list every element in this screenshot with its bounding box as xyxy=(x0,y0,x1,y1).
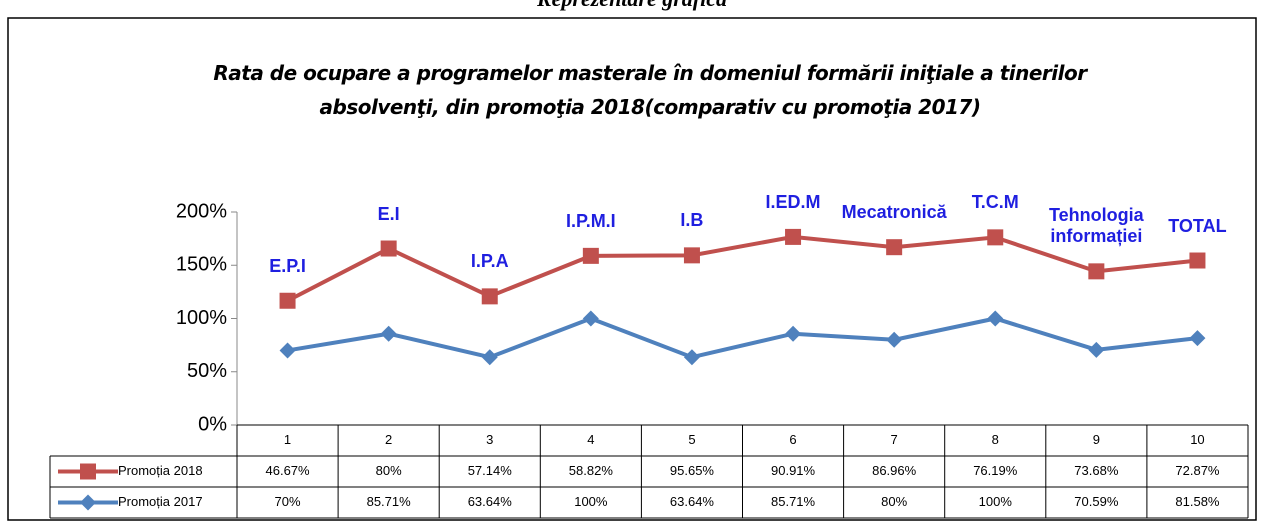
x-tick-label: 6 xyxy=(789,432,796,447)
x-tick-label: 8 xyxy=(992,432,999,447)
table-value: 100% xyxy=(574,494,608,509)
point-label: T.C.M xyxy=(971,192,1019,213)
table-value: 63.64% xyxy=(670,494,715,509)
point-label: TOTAL xyxy=(1168,215,1227,236)
x-tick-label: 2 xyxy=(385,432,392,447)
point xyxy=(279,342,296,359)
table-value: 63.64% xyxy=(468,494,513,509)
point-label: I.B xyxy=(680,210,704,231)
y-tick-label: 200% xyxy=(176,200,227,222)
table-value: 46.67% xyxy=(266,463,311,478)
legend-label: Promoția 2018 xyxy=(118,463,203,478)
x-tick-label: 7 xyxy=(891,432,898,447)
point xyxy=(1088,263,1105,280)
point-label: I.P.M.I xyxy=(566,210,616,231)
point xyxy=(987,310,1004,327)
table-value: 58.82% xyxy=(569,463,614,478)
x-tick-label: 5 xyxy=(688,432,695,447)
table-value: 86.96% xyxy=(872,463,917,478)
table-value: 85.71% xyxy=(367,494,412,509)
table-value: 76.19% xyxy=(973,463,1018,478)
point xyxy=(1189,252,1206,269)
chart-title: Rata de ocupare a programelor masterale … xyxy=(213,61,1087,119)
point xyxy=(683,247,700,264)
point xyxy=(1189,330,1206,347)
point xyxy=(683,349,700,366)
table-value: 90.91% xyxy=(771,463,816,478)
point xyxy=(481,349,498,366)
x-tick-label: 4 xyxy=(587,432,594,447)
table-value: 85.71% xyxy=(771,494,816,509)
table-value: 70% xyxy=(275,494,301,509)
table-value: 72.87% xyxy=(1175,463,1220,478)
table-value: 57.14% xyxy=(468,463,513,478)
point xyxy=(481,288,498,305)
legend-marker xyxy=(80,494,96,511)
point xyxy=(987,229,1004,246)
point-label: I.P.A xyxy=(470,251,509,272)
series-line xyxy=(286,234,1198,303)
point-label: E.I xyxy=(377,203,400,224)
table-value: 73.68% xyxy=(1074,463,1119,478)
table-value: 95.65% xyxy=(670,463,715,478)
legend-label: Promoția 2017 xyxy=(118,494,203,509)
point-label: Tehnologia informației xyxy=(1049,205,1144,247)
x-tick-label: 3 xyxy=(486,432,493,447)
point xyxy=(785,228,802,245)
point-label: Mecatronică xyxy=(841,202,947,223)
point xyxy=(582,247,599,264)
heading: Reprezentare grafică xyxy=(0,0,1264,12)
table-value: 80% xyxy=(881,494,907,509)
x-tick-label: 10 xyxy=(1190,432,1204,447)
y-tick-label: 0% xyxy=(198,413,227,435)
point xyxy=(380,240,397,257)
y-tick-label: 50% xyxy=(187,360,227,382)
table-value: 70.59% xyxy=(1074,494,1119,509)
x-tick-label: 9 xyxy=(1093,432,1100,447)
point xyxy=(785,325,802,342)
table-value: 80% xyxy=(376,463,402,478)
point xyxy=(886,239,903,256)
point-label: I.ED.M xyxy=(765,191,821,212)
table-value: 81.58% xyxy=(1175,494,1220,509)
x-tick-label: 1 xyxy=(284,432,291,447)
series-line xyxy=(287,316,1198,360)
y-tick-label: 100% xyxy=(176,307,227,329)
point-label: E.P.I xyxy=(269,255,306,276)
table-value: 100% xyxy=(979,494,1013,509)
chart-border xyxy=(7,17,1257,521)
point xyxy=(886,331,903,348)
point xyxy=(582,310,599,327)
legend-marker xyxy=(80,463,96,480)
point xyxy=(380,325,397,342)
point xyxy=(1088,341,1105,358)
point xyxy=(279,292,296,309)
y-tick-label: 150% xyxy=(176,254,227,276)
